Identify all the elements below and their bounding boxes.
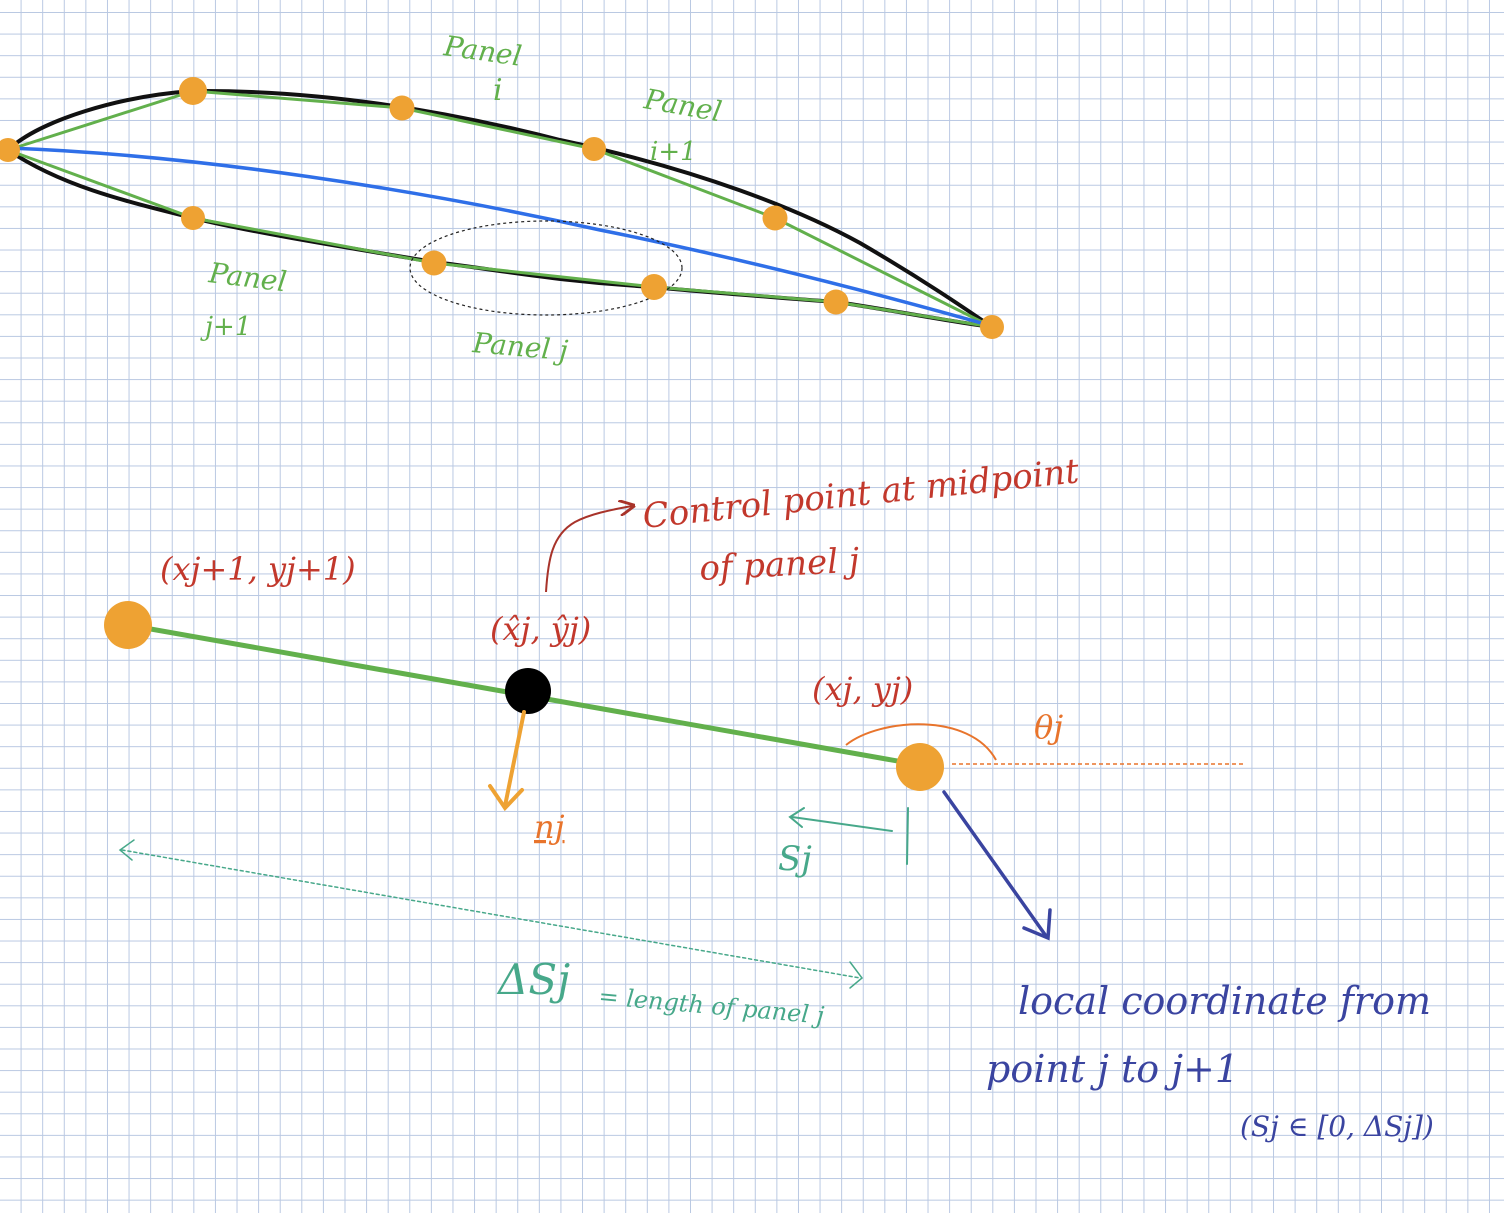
label-normal: nj — [534, 808, 565, 846]
node-j — [896, 743, 944, 791]
theta-angle-arc — [845, 723, 997, 761]
node — [980, 315, 1004, 339]
upper-panels — [7, 89, 993, 329]
panel-length-arrow — [118, 839, 864, 989]
label-panel-j: Panel j — [470, 326, 569, 367]
label-s-local: Sj — [778, 839, 812, 879]
label-theta: θj — [1034, 708, 1063, 746]
node — [179, 77, 207, 105]
label-panel-i-index: i — [493, 73, 503, 108]
label-panel-i-plus-1-index: i+1 — [650, 137, 697, 167]
node — [641, 274, 667, 300]
panel-detail-figure: Control point at midpoint of panel j (xj… — [104, 451, 1434, 1143]
camber-line — [7, 146, 993, 328]
node — [582, 137, 606, 161]
label-control-point-coords: (x̂j, ŷj) — [490, 610, 591, 648]
node — [0, 138, 20, 162]
node — [421, 250, 447, 276]
node-j-plus-1 — [104, 601, 152, 649]
label-local-coordinate-range: (Sj ∈ [0, ΔSj]) — [1240, 1110, 1434, 1143]
panel-j-highlight — [409, 220, 683, 316]
control-point-callout-arrow — [545, 506, 632, 593]
airfoil-figure: Panel i Panel i+1 Panel j+1 Panel j — [0, 29, 1004, 367]
label-control-point-line2: of panel j — [698, 541, 860, 589]
label-local-coordinate-line1: local coordinate from — [1018, 979, 1431, 1023]
normal-vector — [488, 710, 526, 812]
node — [762, 205, 788, 231]
label-delta-s-symbol: ΔSj — [496, 955, 570, 1004]
label-local-coordinate-line2: point j to j+1 — [986, 1047, 1239, 1091]
node — [181, 206, 205, 230]
label-panel-j-plus-1-index: j+1 — [200, 312, 251, 342]
label-delta-s-text: = length of panel j — [597, 982, 825, 1030]
lower-panels — [7, 148, 993, 329]
label-point-j: (xj, yj) — [812, 670, 913, 708]
s-local-arrow — [788, 807, 909, 865]
label-panel-i: Panel — [441, 29, 524, 73]
local-coordinate-arrow — [942, 790, 1052, 941]
label-panel-i-plus-1: Panel — [641, 82, 724, 128]
control-point — [505, 668, 551, 714]
node — [389, 95, 415, 121]
airfoil-nodes — [0, 77, 1004, 339]
node — [823, 289, 849, 315]
label-panel-j-plus-1: Panel — [206, 256, 288, 298]
label-control-point-line1: Control point at midpoint — [641, 451, 1081, 537]
label-point-j-plus-1: (xj+1, yj+1) — [160, 550, 356, 588]
